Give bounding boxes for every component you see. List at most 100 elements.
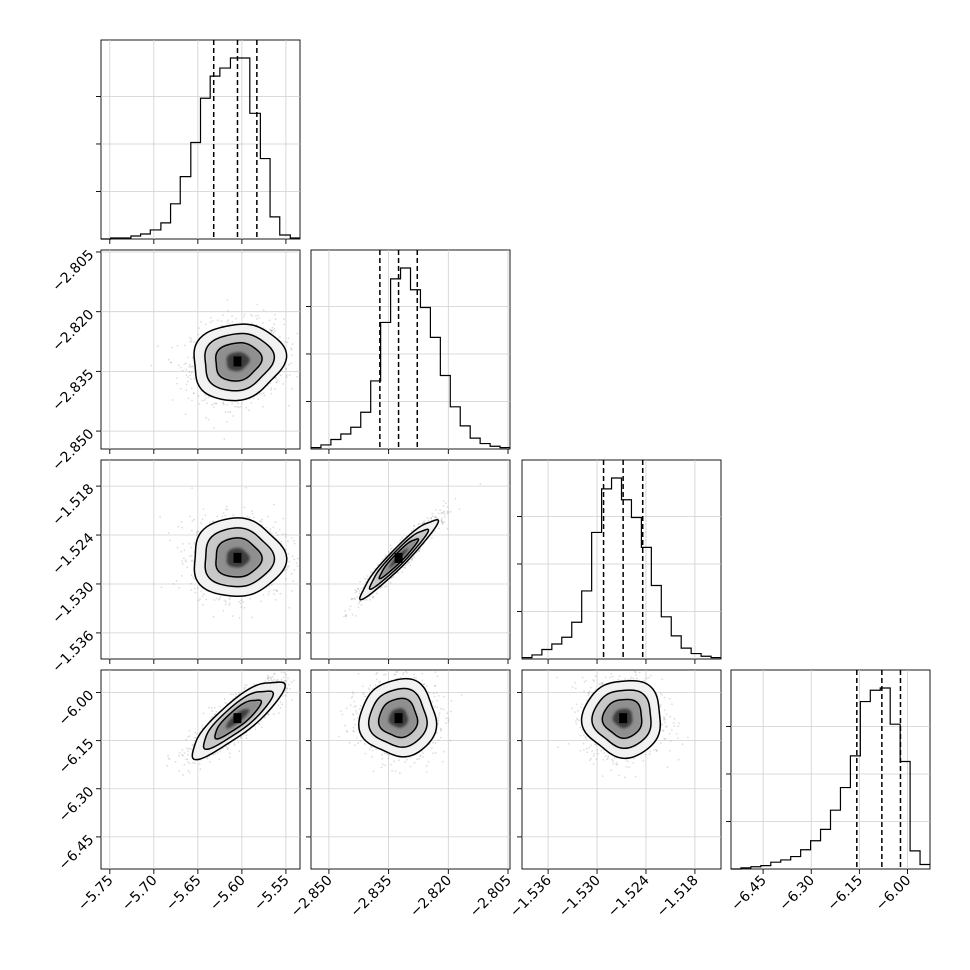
scatter-point	[185, 747, 188, 750]
scatter-point	[413, 524, 416, 527]
scatter-point	[431, 515, 434, 518]
scatter-point	[433, 515, 436, 518]
scatter-point	[423, 520, 425, 523]
contour-line	[204, 332, 276, 392]
scatter-point	[224, 701, 227, 704]
scatter-point	[183, 763, 186, 766]
scatter-point	[193, 378, 196, 380]
scatter-point	[289, 688, 291, 690]
scatter-point	[269, 528, 272, 531]
scatter-point	[355, 590, 358, 593]
scatter-point	[292, 540, 295, 542]
histogram-outline	[731, 687, 930, 870]
scatter-point	[234, 405, 237, 408]
scatter-point	[200, 522, 203, 524]
scatter-point	[436, 517, 438, 519]
scatter-point	[191, 365, 193, 368]
scatter-point	[229, 411, 232, 413]
scatter-point	[226, 508, 229, 511]
scatter-point	[242, 315, 245, 318]
scatter-point	[350, 598, 353, 601]
scatter-point	[221, 515, 224, 518]
scatter-point	[160, 586, 163, 589]
scatter-point	[272, 332, 275, 335]
scatter-point	[182, 774, 185, 776]
scatter-point	[231, 315, 234, 318]
scatter-point	[291, 572, 293, 575]
scatter-point	[431, 537, 433, 539]
scatter-point	[209, 321, 212, 324]
scatter-point	[260, 600, 262, 603]
scatter-point	[255, 315, 257, 317]
scatter-point	[245, 737, 248, 740]
scatter-point	[291, 354, 293, 356]
histogram-panel-2	[522, 460, 721, 659]
scatter-point	[275, 531, 277, 534]
scatter-point	[210, 706, 213, 709]
scatter-point	[190, 338, 193, 340]
scatter-point	[282, 695, 284, 697]
scatter-point	[290, 362, 293, 365]
scatter-point	[287, 565, 290, 568]
density-peak	[233, 552, 242, 563]
scatter-point	[187, 750, 189, 752]
density-peak	[233, 356, 242, 367]
scatter-point	[267, 679, 270, 682]
scatter-point	[293, 542, 296, 545]
scatter-point	[186, 380, 189, 383]
scatter-point	[261, 518, 263, 521]
scatter-point	[202, 508, 205, 510]
scatter-point	[418, 550, 420, 553]
scatter-point	[389, 544, 392, 547]
scatter-point	[191, 487, 194, 489]
scatter-point	[219, 325, 222, 327]
scatter-point	[197, 395, 200, 397]
scatter-point	[198, 403, 201, 405]
scatter-point	[245, 734, 248, 737]
scatter-point	[238, 600, 241, 603]
scatter-point	[454, 497, 457, 500]
scatter-point	[188, 555, 191, 557]
scatter-point	[281, 533, 284, 536]
histogram-outline	[101, 57, 300, 240]
scatter-point	[226, 421, 228, 423]
scatter-point	[205, 598, 208, 601]
scatter-point	[270, 329, 273, 332]
scatter-point	[207, 418, 210, 421]
scatter-point	[365, 599, 368, 601]
scatter-point	[296, 557, 299, 560]
scatter-point	[185, 362, 188, 365]
scatter-point	[360, 604, 363, 606]
scatter-point	[291, 387, 293, 390]
scatter-point	[349, 605, 352, 608]
scatter-point	[268, 319, 271, 322]
scatter-point	[150, 364, 153, 367]
scatter-point	[283, 323, 286, 326]
scatter-point	[286, 691, 289, 694]
scatter-point	[156, 345, 159, 348]
scatter-point	[243, 606, 246, 609]
scatter-point	[170, 361, 173, 364]
scatter-point	[194, 591, 197, 594]
scatter-point	[251, 510, 254, 513]
scatter-point	[197, 333, 200, 336]
scatter-point	[253, 683, 256, 686]
scatter-point	[228, 598, 231, 601]
scatter-point	[381, 558, 384, 560]
scatter-point	[228, 322, 230, 325]
scatter-point	[205, 416, 208, 419]
scatter-point	[445, 502, 447, 505]
scatter-point	[224, 603, 227, 606]
scatter-point	[189, 515, 191, 518]
scatter-point	[196, 587, 199, 589]
scatter-point	[182, 557, 185, 560]
scatter-point	[288, 606, 291, 609]
scatter-point	[171, 399, 174, 401]
scatter-point	[288, 374, 291, 376]
scatter-point	[269, 530, 271, 532]
scatter-point	[227, 319, 230, 322]
scatter-point	[190, 340, 193, 343]
scatter-point	[271, 676, 274, 678]
scatter-point	[191, 529, 193, 532]
scatter-point	[250, 314, 253, 316]
